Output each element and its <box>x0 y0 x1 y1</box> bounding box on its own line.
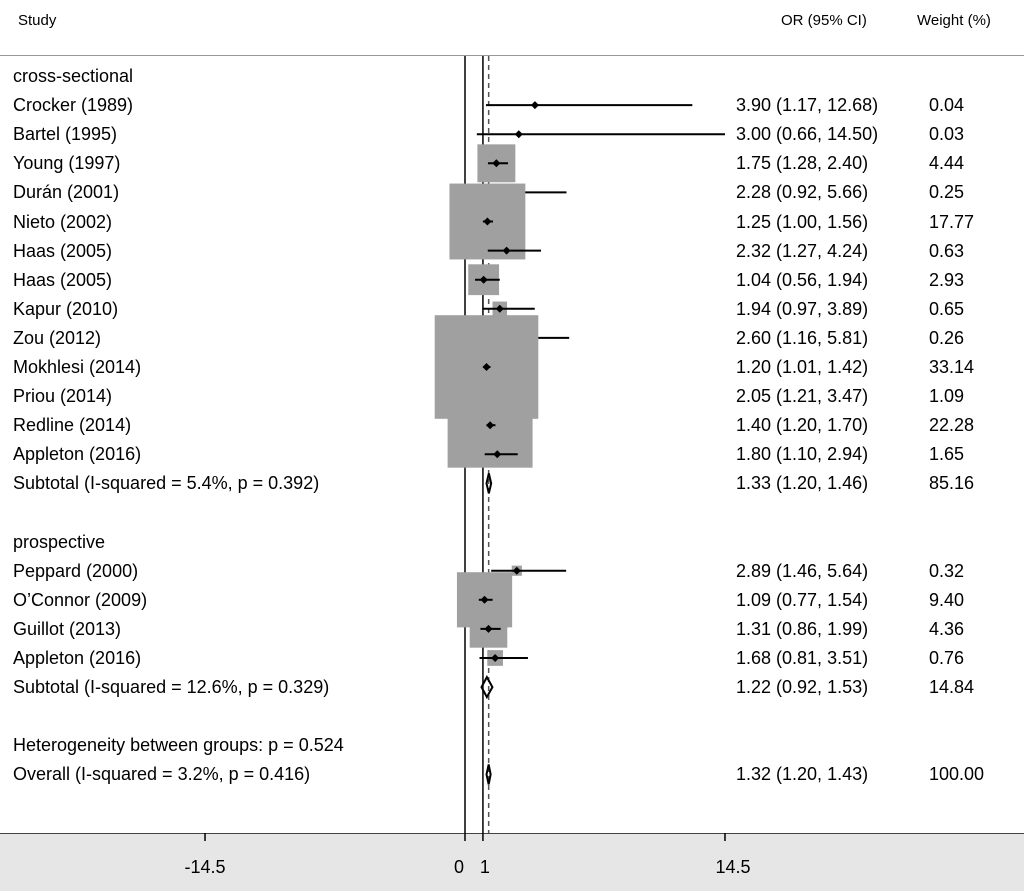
subtotal-label: Subtotal (I-squared = 12.6%, p = 0.329) <box>13 677 330 698</box>
study-or-ci: 2.32 (1.27, 4.24) <box>736 240 869 261</box>
study-weight: 0.25 <box>929 182 965 203</box>
study-point-marker <box>495 304 504 313</box>
study-point-marker <box>491 654 500 662</box>
subtotal-or-ci: 1.33 (1.20, 1.46) <box>736 473 869 494</box>
group-heading: prospective <box>13 531 106 552</box>
study-weight: 0.76 <box>929 648 965 668</box>
study-or-ci: 1.94 (0.97, 3.89) <box>736 298 869 319</box>
study-point-marker <box>483 217 492 226</box>
study-or-ci: 1.40 (1.20, 1.70) <box>736 415 869 436</box>
overall-or-ci: 1.32 (1.20, 1.43) <box>736 764 869 785</box>
study-point-marker <box>502 246 511 255</box>
study-weight: 0.65 <box>929 298 965 319</box>
study-or-ci: 1.04 (0.56, 1.94) <box>736 269 869 290</box>
study-point-marker <box>486 421 495 430</box>
x-tick-label: 0 <box>453 857 465 877</box>
study-or-ci: 1.68 (0.81, 3.51) <box>736 648 869 668</box>
overall-weight: 100.00 <box>929 764 985 785</box>
study-point-marker <box>480 595 489 604</box>
study-label: Young (1997) <box>13 153 121 174</box>
study-weight: 4.36 <box>929 618 965 639</box>
study-or-ci: 2.28 (0.92, 5.66) <box>736 182 869 203</box>
study-weight: 1.09 <box>929 386 965 407</box>
study-weight: 0.32 <box>929 560 965 581</box>
study-point-marker <box>514 130 523 139</box>
study-or-ci: 1.25 (1.00, 1.56) <box>736 211 869 232</box>
subtotal-weight: 85.16 <box>929 473 975 494</box>
study-point-marker <box>484 624 493 633</box>
subtotal-diamond <box>485 473 493 494</box>
subtotal-diamond <box>480 675 494 700</box>
study-point-marker <box>493 450 502 459</box>
study-weight: 0.03 <box>929 124 965 145</box>
x-tick-label: 1 <box>479 857 490 877</box>
study-point-marker <box>530 101 539 110</box>
header-study: Study <box>18 12 57 29</box>
study-label: Mokhlesi (2014) <box>13 357 142 377</box>
study-or-ci: 1.20 (1.01, 1.42) <box>736 357 869 377</box>
study-label: Zou (2012) <box>13 327 102 348</box>
study-label: Peppard (2000) <box>13 560 139 581</box>
study-or-ci: 1.80 (1.10, 2.94) <box>736 444 869 465</box>
study-weight: 22.28 <box>929 415 975 436</box>
study-label: Nieto (2002) <box>13 211 113 232</box>
study-label: Redline (2014) <box>13 415 132 436</box>
study-or-ci: 3.00 (0.66, 14.50) <box>736 124 879 145</box>
study-weight: 2.93 <box>929 269 965 290</box>
study-label: Haas (2005) <box>13 269 113 290</box>
study-label: Appleton (2016) <box>13 444 142 465</box>
subtotal-weight: 14.84 <box>929 677 975 698</box>
study-label: Guillot (2013) <box>13 618 122 639</box>
study-weight: 33.14 <box>929 357 975 377</box>
x-axis-panel <box>0 833 1024 891</box>
header-divider <box>0 55 1024 56</box>
study-or-ci: 3.90 (1.17, 12.68) <box>736 95 879 116</box>
study-label: Durán (2001) <box>13 182 120 203</box>
study-point-marker <box>479 275 488 284</box>
study-label: Haas (2005) <box>13 240 113 261</box>
overall-diamond <box>485 764 492 785</box>
overall-label: Overall (I-squared = 3.2%, p = 0.416) <box>13 764 311 785</box>
study-label: Bartel (1995) <box>13 124 118 145</box>
study-label: O’Connor (2009) <box>13 589 148 610</box>
x-tick-label: -14.5 <box>184 857 226 877</box>
study-weight: 4.44 <box>929 153 965 174</box>
subtotal-label: Subtotal (I-squared = 5.4%, p = 0.392) <box>13 473 320 494</box>
x-tick-label: 14.5 <box>715 857 751 877</box>
study-or-ci: 2.89 (1.46, 5.64) <box>736 560 869 581</box>
subtotal-or-ci: 1.22 (0.92, 1.53) <box>736 677 869 698</box>
group-heading: cross-sectional <box>13 66 134 86</box>
study-weight: 0.26 <box>929 327 965 348</box>
study-point-marker <box>482 363 491 371</box>
study-or-ci: 2.05 (1.21, 3.47) <box>736 386 869 407</box>
study-or-ci: 1.31 (0.86, 1.99) <box>736 618 869 639</box>
study-or-ci: 2.60 (1.16, 5.81) <box>736 327 869 348</box>
study-weight: 17.77 <box>929 211 975 232</box>
header-weight: Weight (%) <box>917 12 991 29</box>
study-label: Priou (2014) <box>13 386 113 407</box>
study-weight: 0.63 <box>929 240 965 261</box>
study-or-ci: 1.75 (1.28, 2.40) <box>736 153 869 174</box>
heterogeneity-text: Heterogeneity between groups: p = 0.524 <box>13 735 344 756</box>
study-point-marker <box>492 159 501 168</box>
study-label: Kapur (2010) <box>13 298 119 319</box>
study-label: Appleton (2016) <box>13 648 142 668</box>
study-weight: 9.40 <box>929 589 965 610</box>
study-point-marker <box>512 566 521 575</box>
study-or-ci: 1.09 (0.77, 1.54) <box>736 589 869 610</box>
header-or-ci: OR (95% CI) <box>781 12 867 29</box>
study-label: Crocker (1989) <box>13 95 134 116</box>
study-weight: 1.65 <box>929 444 965 465</box>
study-weight: 0.04 <box>929 95 965 116</box>
